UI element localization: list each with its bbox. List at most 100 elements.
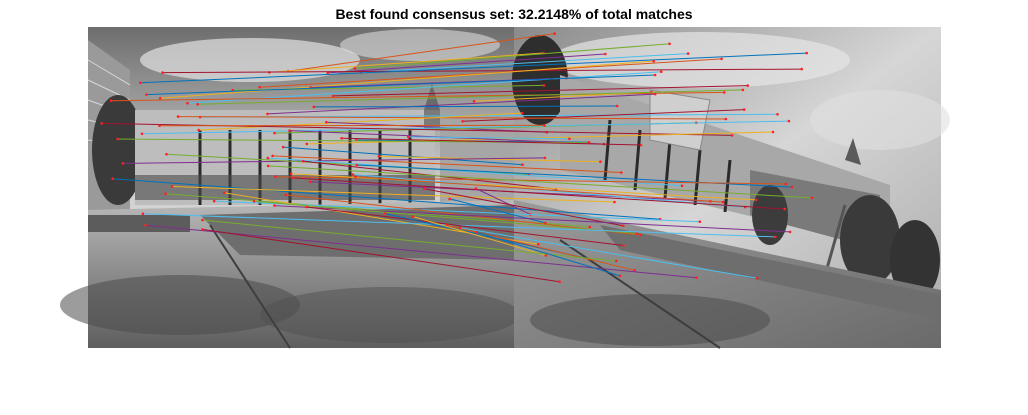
keypoint-marker: [121, 162, 125, 165]
keypoint-marker: [783, 207, 786, 211]
match-line: [198, 112, 523, 131]
keypoint-marker: [383, 212, 387, 215]
keypoint-marker: [776, 113, 779, 116]
keypoint-marker: [271, 154, 274, 158]
keypoint-marker: [774, 235, 777, 239]
match-line: [476, 231, 621, 277]
keypoint-marker: [212, 199, 216, 203]
keypoint-marker: [604, 52, 607, 56]
keypoint-marker: [787, 119, 791, 123]
keypoint-marker: [475, 230, 479, 234]
keypoint-marker: [111, 177, 114, 180]
keypoint-marker: [724, 117, 728, 121]
keypoint-marker: [170, 185, 174, 188]
keypoint-marker: [618, 274, 622, 278]
keypoint-marker: [411, 215, 415, 218]
keypoint-marker: [331, 94, 335, 98]
keypoint-marker: [568, 137, 571, 141]
keypoint-marker: [754, 198, 758, 202]
keypoint-marker: [800, 67, 803, 71]
keypoint-marker: [536, 243, 540, 246]
match-line: [474, 91, 652, 102]
match-line: [253, 200, 638, 234]
keypoint-marker: [158, 124, 161, 127]
keypoint-marker: [288, 129, 291, 132]
keypoint-marker: [723, 91, 726, 94]
keypoint-marker: [305, 205, 309, 209]
keypoint-marker: [165, 152, 168, 156]
keypoint-marker: [140, 132, 144, 136]
keypoint-marker: [755, 276, 759, 280]
keypoint-marker: [653, 73, 657, 77]
match-line: [291, 173, 757, 201]
keypoint-marker: [635, 232, 639, 235]
keypoint-marker: [741, 88, 745, 92]
keypoint-marker: [100, 122, 104, 125]
keypoint-marker: [158, 97, 162, 100]
match-line: [354, 43, 670, 69]
keypoint-marker: [458, 226, 462, 229]
keypoint-marker: [639, 143, 643, 147]
keypoint-marker: [422, 187, 426, 191]
keypoint-marker: [406, 135, 410, 139]
keypoint-marker: [161, 71, 164, 74]
keypoint-marker: [273, 131, 276, 135]
keypoint-marker: [810, 196, 814, 200]
keypoint-marker: [340, 136, 343, 140]
keypoint-marker: [543, 156, 547, 160]
match-lines: [100, 32, 814, 284]
match-line: [202, 228, 560, 283]
keypoint-marker: [164, 192, 167, 195]
match-line: [171, 186, 615, 203]
match-line: [141, 120, 789, 135]
match-line: [122, 157, 545, 164]
keypoint-marker: [544, 221, 547, 225]
keypoint-marker: [720, 57, 723, 61]
keypoint-marker: [620, 171, 623, 174]
keypoint-marker: [805, 51, 808, 55]
match-line: [360, 53, 689, 73]
match-line: [146, 74, 656, 96]
match-line: [306, 131, 774, 145]
keypoint-marker: [784, 182, 788, 186]
match-line: [292, 177, 785, 210]
keypoint-marker: [354, 175, 357, 178]
keypoint-marker: [788, 230, 792, 234]
match-line: [462, 109, 745, 122]
match-line: [178, 116, 726, 120]
keypoint-marker: [252, 200, 256, 203]
keypoint-marker: [588, 225, 592, 229]
keypoint-marker: [474, 187, 478, 190]
match-line: [162, 68, 802, 74]
keypoint-marker: [145, 93, 148, 96]
keypoint-marker: [742, 108, 746, 111]
keypoint-marker: [326, 71, 330, 75]
keypoint-marker: [289, 172, 293, 176]
keypoint-marker: [448, 197, 452, 201]
keypoint-marker: [790, 185, 794, 189]
match-line: [269, 52, 544, 73]
match-line: [187, 71, 662, 104]
keypoint-marker: [553, 32, 556, 35]
keypoint-marker: [266, 112, 269, 116]
keypoint-marker: [659, 70, 663, 73]
keypoint-marker: [274, 175, 277, 178]
keypoint-marker: [284, 193, 288, 197]
keypoint-marker: [543, 124, 546, 127]
keypoint-marker: [325, 120, 328, 124]
match-line: [268, 165, 812, 199]
figure-title: Best found consensus set: 32.2148% of to…: [335, 6, 693, 22]
match-line: [267, 93, 656, 115]
keypoint-marker: [680, 184, 684, 188]
keypoint-marker: [281, 145, 285, 149]
match-line: [475, 188, 531, 216]
keypoint-marker: [312, 105, 316, 109]
match-line: [140, 52, 807, 84]
keypoint-marker: [520, 111, 524, 115]
keypoint-marker: [668, 42, 671, 46]
keypoint-marker: [615, 259, 618, 263]
match-line: [355, 176, 724, 203]
keypoint-marker: [197, 128, 200, 132]
match-line: [313, 105, 618, 108]
